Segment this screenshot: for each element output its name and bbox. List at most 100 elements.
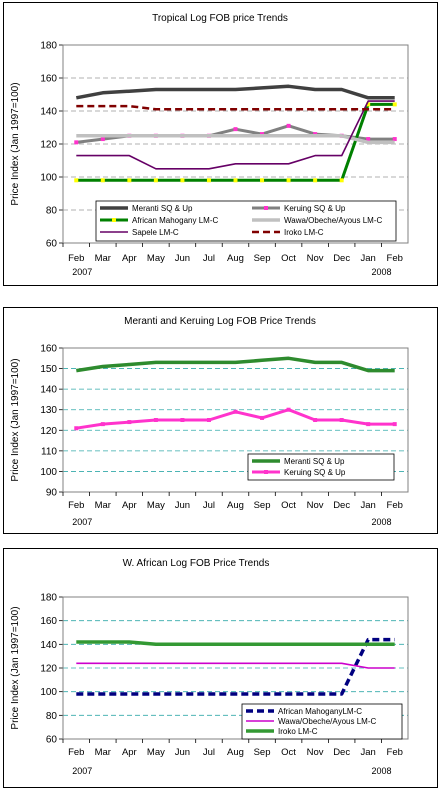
series-line [76,356,395,373]
x-tick-label: Aug [227,253,244,264]
x-tick-label: Feb [68,253,84,264]
legend-label: Sapele LM-C [132,228,179,237]
y-tick-label: 140 [40,640,57,651]
y-axis-label: Price Index (Jan 1997=100) [10,606,21,729]
chart-meranti-keruing-log-fob: Meranti and Keruing Log FOB Price Trends… [10,316,409,527]
x-tick-label: Feb [68,747,84,758]
x-tick-label: Jul [203,747,215,758]
data-point [206,418,211,422]
y-tick-label: 60 [46,735,58,746]
y-tick-label: 100 [40,687,57,698]
y-tick-label: 160 [40,616,57,627]
legend-label: Iroko LM-C [278,727,318,736]
data-point [74,178,79,183]
x-tick-label: Jan [361,500,376,511]
x-tick-label: Oct [281,747,296,758]
chart-title: Tropical Log FOB price Trends [152,13,288,24]
data-point [366,102,371,107]
legend-label: Iroko LM-C [284,228,324,237]
y-tick-label: 140 [40,107,57,118]
x-tick-label: Feb [387,747,403,758]
x-tick-label: Mar [95,747,111,758]
x-tick-label: Jun [175,500,190,511]
data-point [100,137,105,142]
x-tick-label: Oct [281,500,296,511]
series-line [76,640,395,647]
series-line [75,84,395,100]
x-tick-label: Feb [68,500,84,511]
x-tick-label: Apr [122,253,137,264]
chart-panel-meranti-keruing: Meranti and Keruing Log FOB Price Trends… [3,307,438,534]
x-tick-label: Jan [361,253,376,264]
y-tick-label: 110 [41,446,57,457]
plot-area-frame [62,347,409,493]
data-point [286,407,291,412]
chart-west-african-log-fob: W. African Log FOB Price Trends 60 80 100 12… [10,558,409,776]
data-point [153,178,158,183]
x-tick-label: Dec [333,747,350,758]
legend-label: Meranti SQ & Up [132,204,193,213]
data-point [366,137,371,142]
data-point [313,178,318,183]
x-tick-label: Jul [203,500,215,511]
y-tick-label: 80 [46,711,58,722]
data-point [392,102,397,107]
data-point [74,426,79,431]
y-tick-label: 80 [46,206,58,217]
data-point [180,178,185,183]
y-tick-label: 140 [40,385,57,396]
y-tick-label: 100 [40,173,57,184]
x-tick-label: Sep [254,500,271,511]
x-tick-label: Nov [307,253,324,264]
x-tick-label: Apr [122,747,137,758]
series-line [76,100,395,170]
x-tick-label: Feb [387,500,403,511]
chart-panel-west-african: W. African Log FOB Price Trends 60 80 100 12… [3,548,438,788]
series-line [76,134,395,145]
legend-label: Meranti SQ & Up [284,457,345,466]
data-point [366,422,371,427]
legend-label: Keruing SQ & Up [284,468,346,477]
data-point [74,140,79,145]
x-tick-label: Mar [95,253,111,264]
legend-box [95,200,397,242]
x-tick-label: Jun [175,747,190,758]
series-line [76,104,395,111]
x-tick-label: May [147,500,165,511]
x-tick-label: Jul [203,253,215,264]
legend-label: African MahoganyLM-C [278,707,362,716]
x-tick-label: Jun [175,253,190,264]
y-axis-label: Price Index (Jan 1997=100) [10,358,21,481]
legend-label: African Mahogany LM-C [132,216,218,225]
plot-area-frame [62,44,409,244]
x-tick-label: Dec [333,253,350,264]
series-line [76,662,395,669]
x-tick-label: Jan [361,747,376,758]
data-point [233,127,238,132]
x-tick-label: Apr [122,500,137,511]
y-tick-label: 60 [46,239,58,250]
legend-label: Wawa/Obeche/Ayous LM-C [284,216,382,225]
chart-tropical-log-fob: Tropical Log FOB price Trends 60 80 100 120 1… [10,13,409,277]
legend-marker [112,218,116,222]
y-tick-label: 160 [40,74,57,85]
x-tick-label: Nov [307,747,324,758]
series-line [76,637,395,696]
series-line [76,102,395,182]
chart-title: W. African Log FOB Price Trends [123,558,270,569]
data-point [392,422,397,427]
y-tick-label: 100 [40,467,57,478]
year-label-start: 2007 [72,517,92,527]
x-tick-label: Aug [227,500,244,511]
x-tick-label: Feb [387,253,403,264]
data-point [206,178,211,183]
y-tick-label: 180 [40,593,57,604]
data-point [313,418,318,422]
y-axis-label: Price Index (Jan 1997=100) [10,82,21,205]
year-label-end: 2008 [371,517,391,527]
year-label-start: 2007 [72,267,92,277]
data-point [127,420,132,425]
chart-title: Meranti and Keruing Log FOB Price Trends [124,316,316,327]
data-point [339,178,344,183]
x-tick-label: Sep [254,253,271,264]
